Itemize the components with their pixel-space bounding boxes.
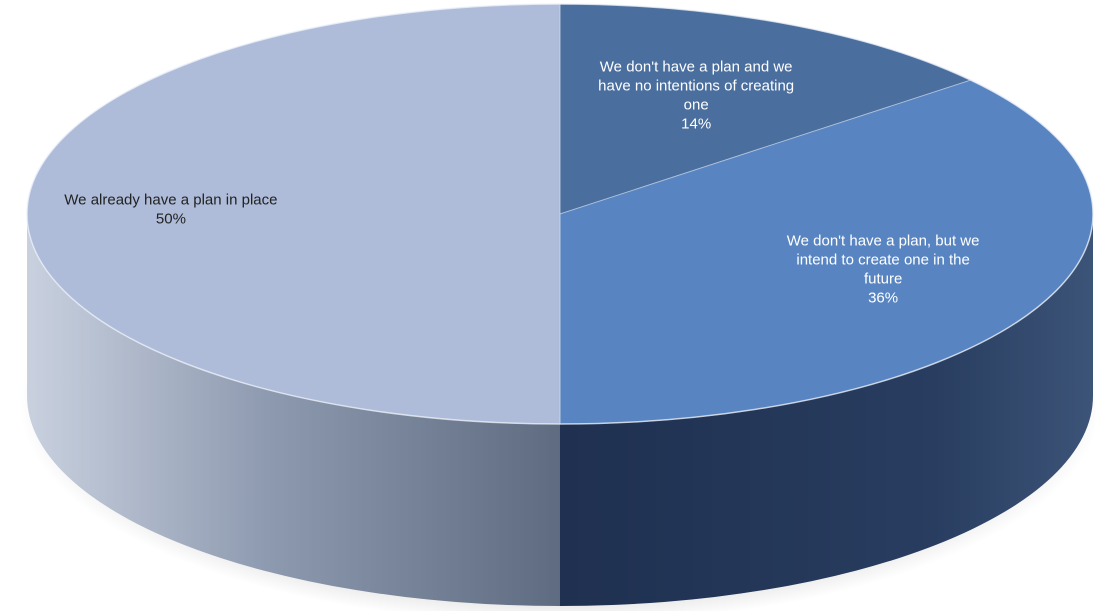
slice-labels: We already have a plan in place 50% We don…	[64, 58, 979, 306]
slice-label-0: We already have a plan in place 50%	[64, 192, 277, 228]
pie-sides	[27, 214, 1093, 606]
slice-label-1: We don't have a plan, but we intend to cr…	[787, 232, 980, 306]
slice-value-2: 14%	[681, 115, 711, 132]
slice-value-1: 36%	[868, 289, 898, 306]
pie-side-slice-0	[27, 214, 560, 606]
slice-value-0: 50%	[156, 211, 186, 228]
pie-side-slice-1	[560, 214, 1093, 606]
pie-top	[26, 3, 1094, 425]
pie-rim	[26, 3, 1094, 425]
slice-label-2: We don't have a plan and we have no inten…	[598, 58, 794, 132]
